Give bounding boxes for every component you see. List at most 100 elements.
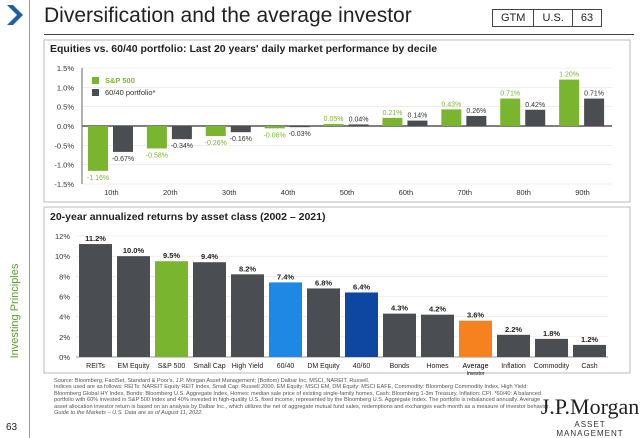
x-tick-label: 40/60 [353,363,371,370]
data-label: -1.16% [87,175,109,182]
data-label: 0.71% [584,91,604,98]
y-tick-label: 0.5% [57,103,74,112]
bar-sp500 [146,126,167,149]
sidebar: Investing Principles 63 [0,0,30,438]
bar-6040 [407,120,428,126]
chart2-frame [43,206,631,374]
y-tick-label: 1.0% [57,83,74,92]
data-label: 11.2% [85,234,106,243]
tag-page: 63 [580,12,594,24]
data-label: 0.21% [383,110,403,117]
x-tick-label: 60/40 [277,363,295,370]
data-label: 9.4% [201,252,218,261]
title-divider [44,34,634,35]
bar-sp500 [88,126,108,171]
x-tick-label: S&P 500 [158,363,186,370]
legend-swatch [92,77,99,84]
bar-sp500 [500,98,521,126]
page-number: 63 [6,422,18,433]
bar [345,292,378,357]
bar-6040 [348,124,369,126]
x-tick-label: 50th [340,188,355,197]
data-label: -0.26% [205,140,227,147]
chevron-right-icon [7,5,23,25]
chart1-frame [43,39,631,203]
bar [155,261,188,357]
data-label: 0.71% [500,91,520,98]
x-tick-label: High Yield [232,363,264,370]
x-tick-label: Homes [426,363,449,370]
y-tick-label: -1.5% [54,180,74,189]
chart1-title: Equities vs. 60/40 portfolio: Last 20 ye… [50,43,438,55]
bar-sp500 [441,109,462,126]
data-label: 2.2% [505,325,522,334]
x-tick-label: 70th [457,188,472,197]
bar-6040 [230,126,251,133]
y-tick-label: 0% [59,353,70,362]
data-label: 0.14% [408,113,428,120]
page-title: Diversification and the average investor [44,4,412,27]
data-label: -0.03% [289,131,311,138]
data-label: -0.06% [264,132,286,139]
data-label: 1.8% [543,329,560,338]
bar [117,256,150,357]
x-tick-label: 80th [516,188,531,197]
tag-region: U.S. [534,10,573,26]
x-tick-label: EM Equity [118,363,150,370]
data-label: 6.4% [353,282,370,291]
y-tick-label: 4% [59,313,70,322]
data-label: 1.2% [581,335,598,344]
x-tick-label: Cash [581,363,597,370]
source-note: Source: Bloomberg, FactSet, Standard & P… [54,378,370,384]
x-tick-label: 30th [222,188,237,197]
bar-sp500 [323,124,344,126]
bar [383,313,416,357]
bar [535,338,568,357]
chart2-title: 20-year annualized returns by asset clas… [50,211,326,223]
bar-6040 [171,126,192,140]
bar [459,320,492,357]
y-tick-label: 0.0% [57,122,74,131]
bar-6040 [113,126,133,152]
bar [497,334,530,357]
data-label: 8.2% [239,264,256,273]
x-tick-label: Average [463,363,489,370]
bar-sp500 [382,117,403,126]
x-tick-label: 90th [575,188,590,197]
y-tick-label: 12% [55,232,70,241]
bar [307,288,340,357]
data-label: 4.2% [429,305,446,314]
x-tick-label: 10th [104,188,119,197]
x-tick-label: Commodity [534,363,570,370]
bar-6040 [525,109,546,126]
legend-label: S&P 500 [105,76,135,85]
y-tick-label: 2% [59,333,70,342]
data-label: 7.4% [277,272,294,281]
y-tick-label: 1.5% [57,64,74,73]
bar-6040 [584,98,605,126]
y-tick-label: -1.0% [54,161,74,170]
legend-swatch [92,89,99,96]
bar [573,344,606,357]
data-label: 4.3% [391,304,408,313]
data-label: 0.04% [349,116,369,123]
data-label: 0.26% [466,108,486,115]
jpmorgan-logo: J.P.Morgan ASSET MANAGEMENT [540,394,640,438]
y-tick-label: 10% [55,252,70,261]
bar-sp500 [205,126,226,137]
y-tick-label: -0.5% [54,141,74,150]
x-tick-label: 20th [163,188,178,197]
x-tick-label: 60th [399,188,414,197]
bar [269,282,302,357]
y-tick-label: 8% [59,272,70,281]
data-label: 1.20% [559,72,579,79]
data-label: 0.43% [441,101,461,108]
data-label: -0.34% [171,143,193,150]
data-label: 0.42% [525,102,545,109]
bar-6040 [289,126,310,128]
bar [193,262,226,357]
bar [79,244,112,357]
indices-note: Indices used are as follows: REITs: NARE… [54,384,550,410]
x-tick-label: 40th [281,188,296,197]
